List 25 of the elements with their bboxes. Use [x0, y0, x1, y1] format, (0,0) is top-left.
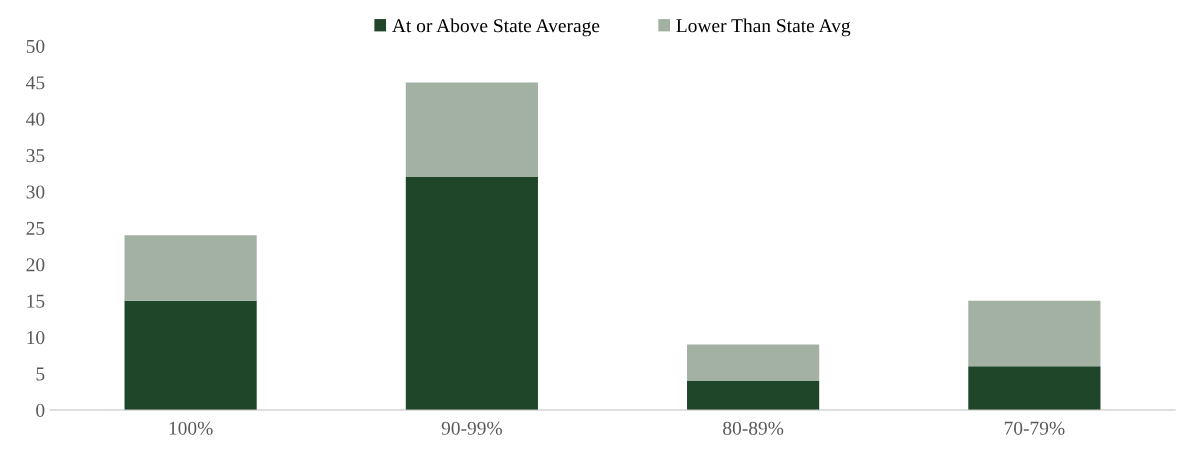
y-tick-label: 35	[26, 149, 45, 163]
bar	[968, 366, 1101, 410]
bar	[405, 82, 538, 178]
y-tick-label: 15	[27, 294, 45, 308]
bar	[124, 235, 257, 301]
bar	[405, 177, 538, 410]
y-tick-label: 25	[26, 221, 45, 235]
bar	[687, 344, 820, 381]
y-tick-label: 20	[26, 258, 45, 272]
y-tick-label: 45	[26, 76, 45, 90]
y-tick-label: 50	[26, 39, 45, 53]
y-tick-label: 40	[26, 112, 45, 126]
y-tick-label: 5	[36, 367, 45, 381]
bar	[687, 380, 820, 410]
bar	[124, 300, 257, 410]
y-tick-label: 0	[36, 403, 45, 417]
legend-label: Lower Than State Avg	[676, 18, 851, 37]
x-tick-label: 100%	[169, 421, 213, 435]
y-tick-label: 30	[26, 185, 45, 199]
x-tick-label: 70-79%	[1004, 421, 1065, 435]
bar	[968, 300, 1101, 367]
x-tick-label: 80-89%	[723, 421, 784, 435]
y-tick-label: 10	[27, 331, 45, 345]
legend-label: At or Above State Average	[392, 18, 600, 37]
x-tick-label: 90-99%	[441, 421, 502, 435]
